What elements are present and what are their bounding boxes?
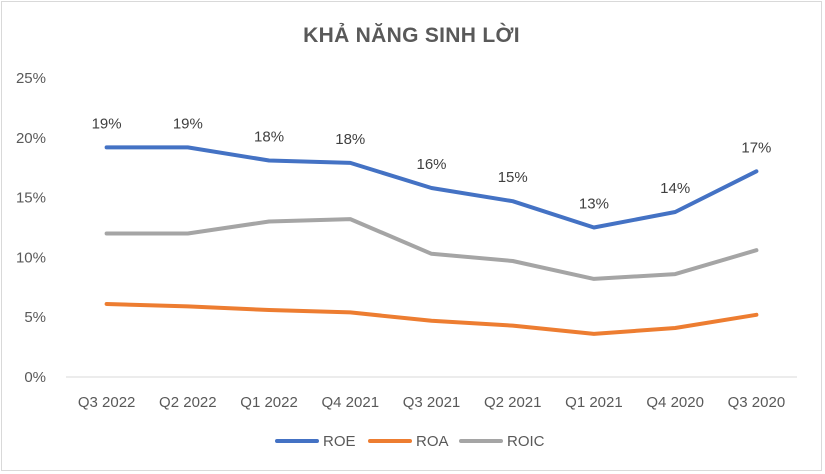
series-lines bbox=[104, 145, 759, 336]
chart-title: KHẢ NĂNG SINH LỜI bbox=[303, 24, 520, 47]
data-label-roe: 17% bbox=[741, 139, 771, 156]
y-tick-label: 25% bbox=[16, 70, 46, 87]
series-line-roe bbox=[104, 145, 759, 230]
legend-label-roe: ROE bbox=[323, 433, 356, 450]
x-tick-label: Q2 2021 bbox=[484, 394, 542, 411]
x-tick-label: Q4 2021 bbox=[322, 394, 380, 411]
legend-label-roa: ROA bbox=[416, 433, 449, 450]
y-axis-ticks: 0% 5% 10% 15% 20% 25% bbox=[16, 70, 46, 386]
data-label-roe: 16% bbox=[416, 156, 446, 173]
y-tick-label: 15% bbox=[16, 190, 46, 207]
y-tick-label: 0% bbox=[24, 369, 46, 386]
series-line-roa bbox=[104, 302, 759, 336]
x-tick-label: Q2 2022 bbox=[159, 394, 217, 411]
data-label-roe: 15% bbox=[498, 169, 528, 186]
legend-label-roic: ROIC bbox=[507, 433, 545, 450]
y-tick-label: 5% bbox=[24, 309, 46, 326]
x-tick-label: Q3 2022 bbox=[78, 394, 136, 411]
data-label-roe: 19% bbox=[92, 115, 122, 132]
x-tick-label: Q3 2021 bbox=[403, 394, 461, 411]
legend: ROE ROA ROIC bbox=[275, 433, 545, 450]
data-label-roe: 18% bbox=[335, 131, 365, 148]
series-line-roic bbox=[104, 217, 759, 281]
data-label-roe: 14% bbox=[660, 180, 690, 197]
x-axis-ticks: Q3 2022 Q2 2022 Q1 2022 Q4 2021 Q3 2021 Q2 20… bbox=[78, 394, 785, 411]
x-tick-label: Q1 2021 bbox=[565, 394, 623, 411]
data-labels: 19% 19% 18% 18% 16% 15% 13% 14% 17% bbox=[92, 115, 772, 212]
data-label-roe: 13% bbox=[579, 196, 609, 213]
x-tick-label: Q1 2022 bbox=[240, 394, 298, 411]
x-tick-label: Q3 2020 bbox=[728, 394, 786, 411]
x-tick-label: Q4 2020 bbox=[646, 394, 704, 411]
y-tick-label: 10% bbox=[16, 249, 46, 266]
data-label-roe: 19% bbox=[173, 115, 203, 132]
data-label-roe: 18% bbox=[254, 129, 284, 146]
y-tick-label: 20% bbox=[16, 130, 46, 147]
